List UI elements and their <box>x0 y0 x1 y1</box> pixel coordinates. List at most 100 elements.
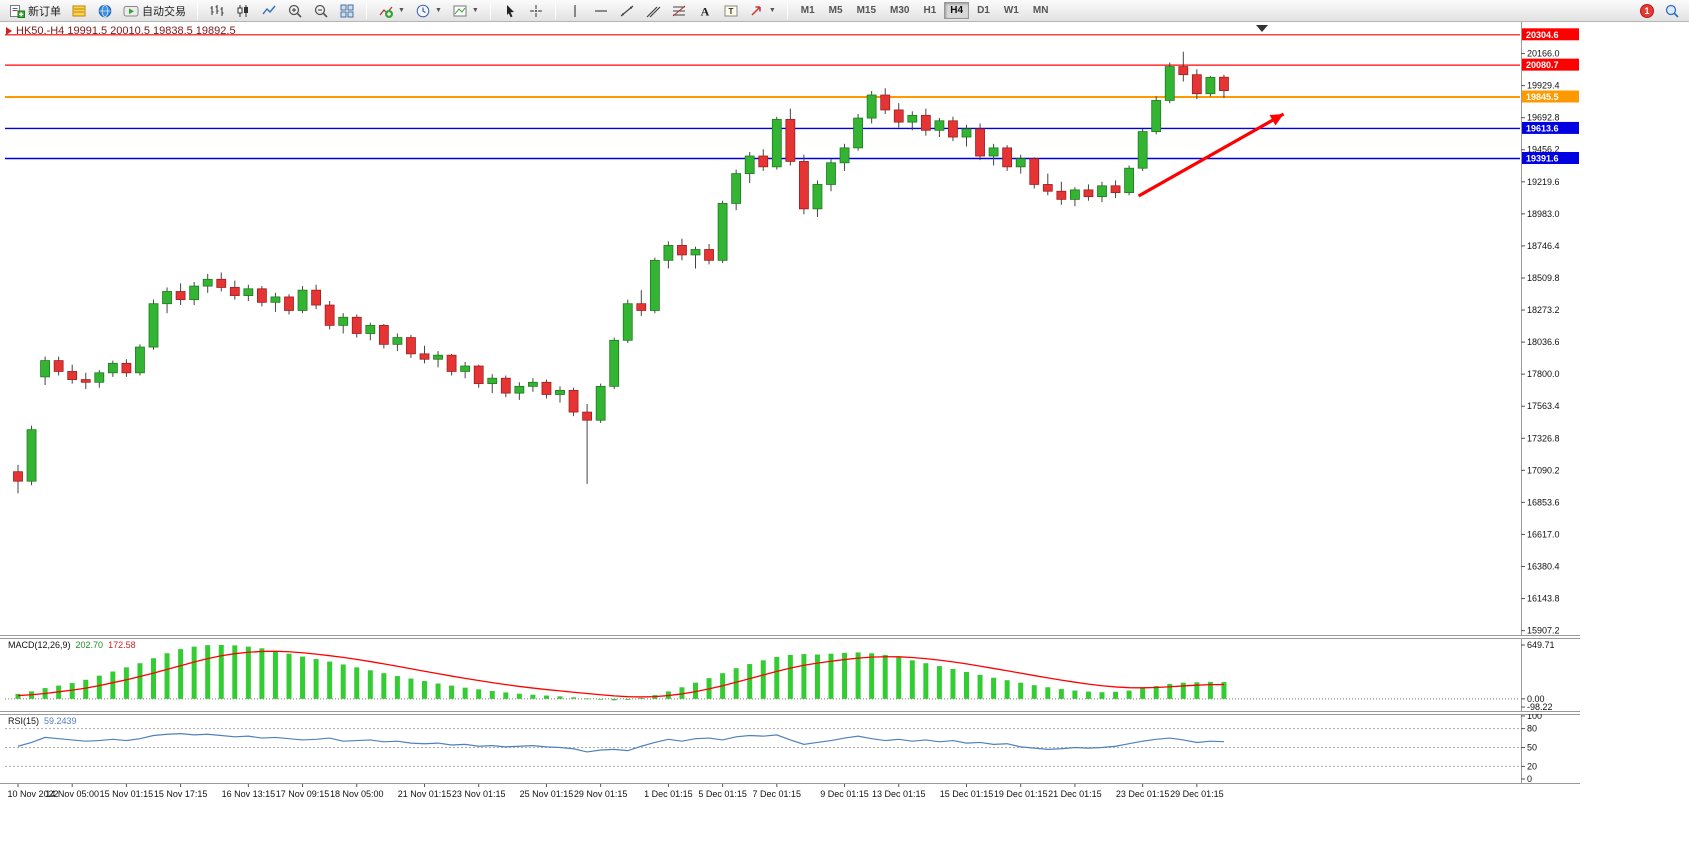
svg-text:15 Nov 01:15: 15 Nov 01:15 <box>100 789 154 799</box>
text-icon: A <box>700 4 709 18</box>
navigator-button[interactable] <box>93 1 117 21</box>
community-button[interactable] <box>1660 1 1684 21</box>
svg-text:649.71: 649.71 <box>1527 640 1555 650</box>
equidistant-channel-button[interactable] <box>641 1 665 21</box>
rsi-panel[interactable]: 100 80 50 20 0 <box>0 714 1689 783</box>
channel-icon <box>646 6 661 17</box>
macd-histogram <box>15 644 1227 701</box>
timeframe-m15-button[interactable]: M15 <box>851 2 882 19</box>
svg-text:29 Nov 01:15: 29 Nov 01:15 <box>574 789 628 799</box>
chart-title-text: HK50.-H4 19991.5 20010.5 19838.5 19892.5 <box>16 25 236 37</box>
timeframe-d1-button[interactable]: D1 <box>971 2 996 19</box>
rsi-scale[interactable]: 100 80 50 20 0 <box>1521 714 1542 783</box>
notification-badge[interactable]: 1 <box>1640 3 1654 18</box>
macd-scale[interactable]: 649.71 0.00-98.22 <box>1521 640 1555 712</box>
autotrading-button[interactable]: 自动交易 <box>119 1 190 21</box>
svg-text:18509.8: 18509.8 <box>1527 273 1560 283</box>
svg-text:23 Nov 01:15: 23 Nov 01:15 <box>452 789 506 799</box>
svg-text:20080.7: 20080.7 <box>1526 60 1559 70</box>
fibonacci-icon <box>672 5 686 16</box>
svg-text:21 Nov 01:15: 21 Nov 01:15 <box>398 789 452 799</box>
crosshair-icon <box>529 4 542 17</box>
timeframe-m30-button[interactable]: M30 <box>884 2 915 19</box>
crosshair-button[interactable] <box>524 1 548 21</box>
svg-text:100: 100 <box>1527 714 1542 721</box>
zoom-out-button[interactable] <box>309 1 333 21</box>
timeframe-m5-button[interactable]: M5 <box>823 2 849 19</box>
svg-text:17090.2: 17090.2 <box>1527 465 1560 475</box>
macd-panel[interactable]: 649.71 0.00-98.22 <box>0 638 1689 712</box>
toolbar: 新订单 自动交易 <box>0 0 1689 22</box>
vertical-line-button[interactable] <box>563 1 587 21</box>
line-chart-button[interactable] <box>257 1 281 21</box>
rsi-value: 59.2439 <box>44 716 77 726</box>
svg-text:0: 0 <box>1527 774 1532 783</box>
svg-text:18746.4: 18746.4 <box>1527 241 1560 251</box>
rsi-name: RSI(15) <box>8 716 40 726</box>
chart-shift-marker[interactable] <box>1256 25 1268 32</box>
chevron-down-icon: ▼ <box>398 7 405 14</box>
price-scale[interactable]: 20166.0 19929.4 19692.8 19456.2 19219.6 18983… <box>1521 28 1579 636</box>
template-chart-icon <box>453 5 467 16</box>
timeframe-m1-button[interactable]: M1 <box>795 2 821 19</box>
indicators-button[interactable]: ▼ <box>374 1 409 21</box>
svg-text:0.00: 0.00 <box>1527 694 1545 704</box>
periods-button[interactable]: ▼ <box>411 1 446 21</box>
macd-main-value: 202.70 <box>75 640 104 650</box>
svg-text:19219.6: 19219.6 <box>1527 177 1560 187</box>
support-resistance-lines[interactable] <box>5 34 1520 160</box>
svg-text:19456.2: 19456.2 <box>1527 145 1560 155</box>
candlestick-chart-button[interactable] <box>231 1 255 21</box>
bar-chart-button[interactable] <box>205 1 229 21</box>
timeframe-h1-button[interactable]: H1 <box>917 2 942 19</box>
svg-text:15907.2: 15907.2 <box>1527 626 1560 636</box>
svg-text:25 Nov 01:15: 25 Nov 01:15 <box>520 789 574 799</box>
text-button[interactable]: A <box>693 1 717 21</box>
svg-text:19 Dec 01:15: 19 Dec 01:15 <box>994 789 1048 799</box>
autotrading-icon <box>123 5 139 16</box>
vertical-line-icon <box>574 4 576 17</box>
arrows-button[interactable]: ▼ <box>745 1 780 21</box>
terminal-button[interactable] <box>67 1 91 21</box>
svg-text:29 Dec 01:15: 29 Dec 01:15 <box>1170 789 1224 799</box>
svg-text:16617.0: 16617.0 <box>1527 529 1560 539</box>
svg-text:5 Dec 01:15: 5 Dec 01:15 <box>698 789 747 799</box>
svg-text:16853.6: 16853.6 <box>1527 497 1560 507</box>
autotrading-label: 自动交易 <box>142 5 186 18</box>
fibonacci-button[interactable] <box>667 1 691 21</box>
tile-windows-button[interactable] <box>335 1 359 21</box>
svg-text:7 Dec 01:15: 7 Dec 01:15 <box>753 789 802 799</box>
templates-button[interactable]: ▼ <box>448 1 483 21</box>
svg-text:-98.22: -98.22 <box>1527 702 1553 712</box>
svg-text:20: 20 <box>1527 761 1537 771</box>
toolbar-separator <box>197 2 198 19</box>
text-label-icon: T <box>724 5 738 16</box>
horizontal-line-button[interactable] <box>589 1 613 21</box>
trend-arrow[interactable] <box>1137 112 1285 198</box>
timeframe-h4-button[interactable]: H4 <box>944 2 970 19</box>
new-order-icon <box>10 4 25 18</box>
zoom-in-button[interactable] <box>283 1 307 21</box>
timeframe-mn-button[interactable]: MN <box>1027 2 1055 19</box>
rsi-levels <box>5 728 1520 767</box>
svg-text:16380.4: 16380.4 <box>1527 562 1560 572</box>
chart-title: HK50.-H4 19991.5 20010.5 19838.5 19892.5 <box>6 25 236 37</box>
symbol-marker-icon <box>6 27 12 35</box>
macd-name: MACD(12,26,9) <box>8 640 71 650</box>
svg-text:17563.4: 17563.4 <box>1527 401 1560 411</box>
main-chart[interactable]: 20166.0 19929.4 19692.8 19456.2 19219.6 18983… <box>0 22 1689 636</box>
svg-text:9 Dec 01:15: 9 Dec 01:15 <box>820 789 869 799</box>
toolbar-separator <box>554 2 556 19</box>
cursor-button[interactable] <box>498 1 522 21</box>
terminal-icon <box>72 5 86 16</box>
svg-text:18273.2: 18273.2 <box>1527 305 1560 315</box>
text-label-button[interactable]: T <box>719 1 743 21</box>
trendline-button[interactable] <box>615 1 639 21</box>
new-order-button[interactable]: 新订单 <box>5 1 65 21</box>
macd-header: MACD(12,26,9) 202.70 172.58 <box>8 640 141 650</box>
tile-windows-icon <box>340 4 354 17</box>
timeframe-w1-button[interactable]: W1 <box>998 2 1025 19</box>
toolbar-separator <box>489 2 491 19</box>
